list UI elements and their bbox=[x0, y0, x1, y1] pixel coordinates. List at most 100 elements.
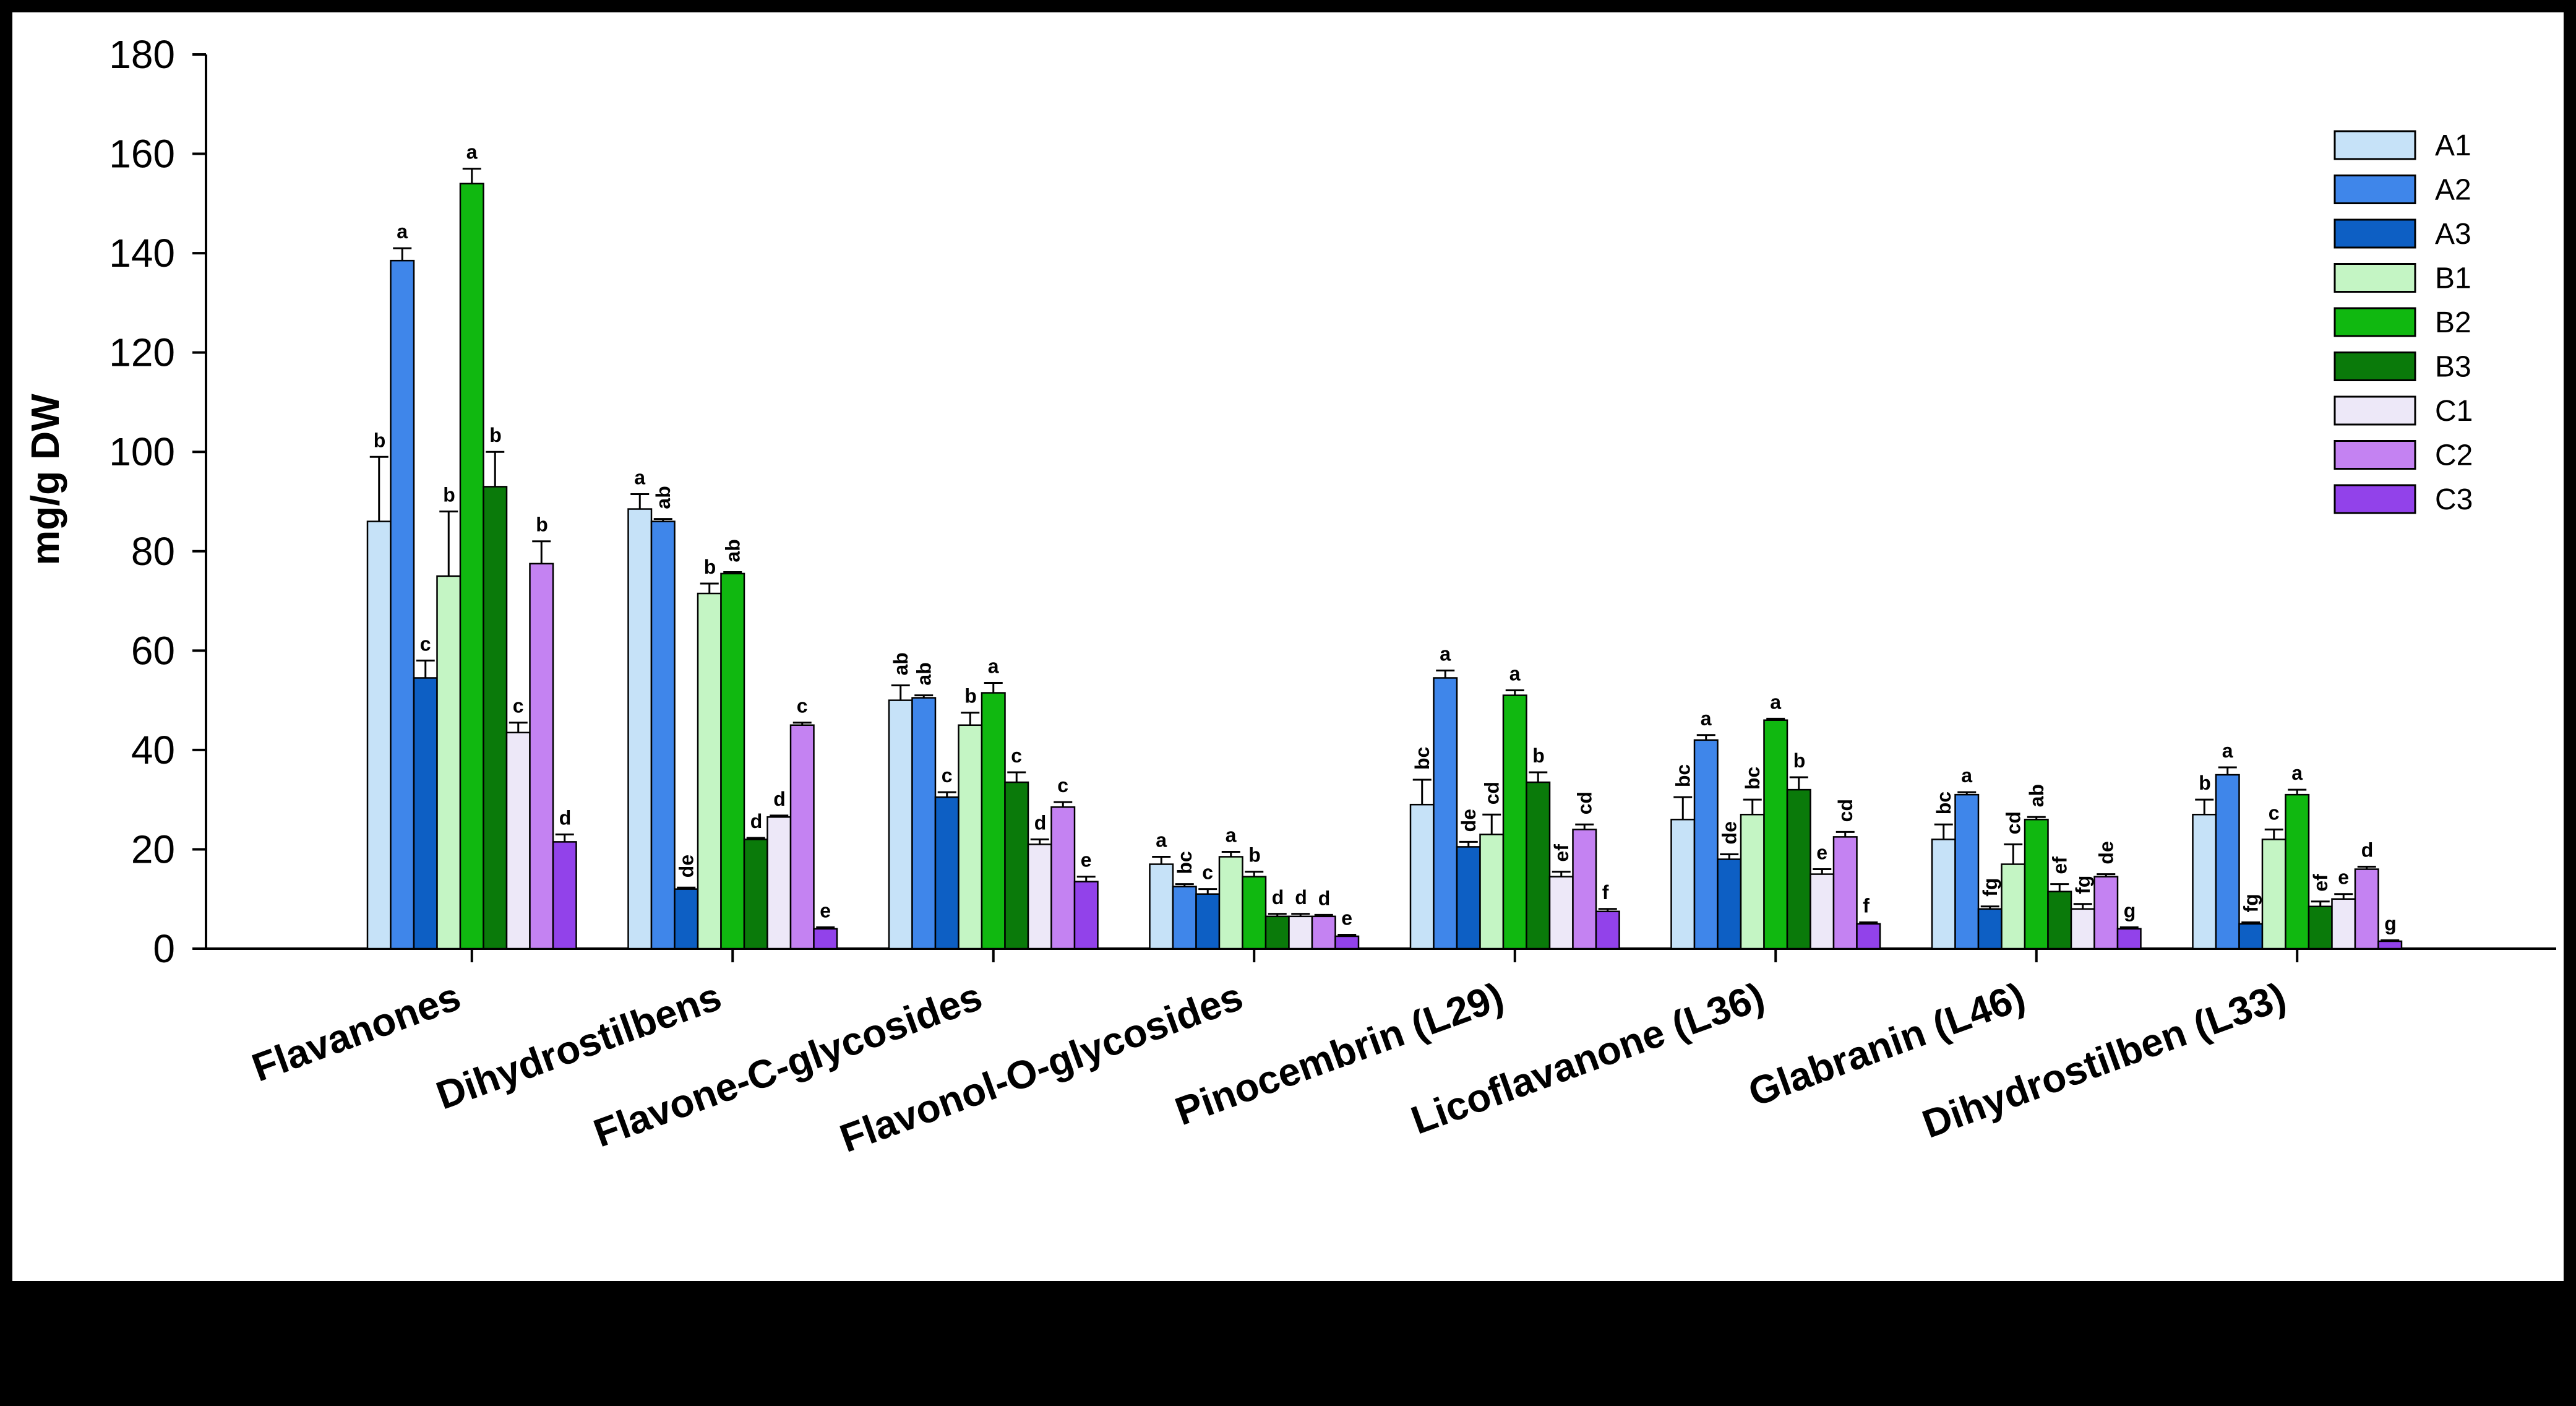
significance-label: d bbox=[559, 806, 572, 829]
legend-label: A3 bbox=[2435, 218, 2471, 251]
significance-label: bc bbox=[1174, 851, 1196, 874]
y-tick-label: 40 bbox=[131, 728, 175, 772]
y-tick-label: 20 bbox=[131, 827, 175, 871]
significance-label: a bbox=[1770, 691, 1781, 713]
bar bbox=[1456, 846, 1481, 950]
bar bbox=[1502, 694, 1527, 950]
significance-label: d bbox=[1318, 887, 1331, 909]
bar bbox=[552, 841, 577, 950]
bar bbox=[390, 259, 415, 950]
significance-label: de bbox=[2095, 841, 2117, 864]
significance-label: a bbox=[1701, 707, 1712, 730]
bar bbox=[1172, 886, 1197, 950]
significance-label: b bbox=[443, 484, 455, 506]
bar bbox=[2047, 891, 2072, 950]
significance-label: b bbox=[1248, 844, 1261, 866]
bar bbox=[1479, 834, 1505, 950]
significance-label: ab bbox=[890, 652, 912, 675]
y-tick-label: 120 bbox=[109, 330, 175, 375]
bar bbox=[1954, 793, 1980, 950]
bar bbox=[529, 563, 554, 950]
bar bbox=[1073, 881, 1099, 950]
bar bbox=[1218, 856, 1243, 950]
bar bbox=[697, 592, 722, 950]
legend-label: B1 bbox=[2435, 262, 2471, 295]
significance-label: b bbox=[1793, 749, 1806, 772]
significance-label: e bbox=[2338, 866, 2349, 889]
y-tick-label: 100 bbox=[109, 429, 175, 474]
significance-label: d bbox=[773, 788, 786, 810]
legend-label: B3 bbox=[2435, 351, 2471, 384]
significance-label: a bbox=[988, 655, 999, 678]
bar bbox=[958, 724, 983, 950]
significance-label: b bbox=[2199, 772, 2211, 794]
y-tick-label: 180 bbox=[109, 32, 175, 77]
bar bbox=[1693, 739, 1719, 950]
significance-label: fg bbox=[1979, 878, 2001, 897]
significance-label: cd bbox=[1573, 791, 1595, 814]
significance-label: c bbox=[1011, 744, 1022, 767]
significance-label: bc bbox=[1411, 747, 1433, 770]
significance-label: d bbox=[2361, 839, 2374, 861]
significance-label: e bbox=[1081, 849, 1092, 871]
significance-label: c bbox=[942, 764, 953, 787]
legend-swatch bbox=[2333, 484, 2416, 514]
y-axis-title: mg/g DW bbox=[23, 394, 67, 566]
legend-label: C1 bbox=[2435, 395, 2473, 428]
y-tick-label: 80 bbox=[131, 529, 175, 574]
y-tick-label: 160 bbox=[109, 132, 175, 176]
significance-label: e bbox=[1816, 842, 1827, 864]
bar bbox=[1595, 910, 1620, 950]
y-tick-label: 60 bbox=[131, 628, 175, 673]
bar bbox=[981, 692, 1006, 950]
y-tick-label: 0 bbox=[153, 926, 175, 971]
significance-label: c bbox=[420, 632, 431, 655]
significance-label: b bbox=[1532, 744, 1545, 767]
bar bbox=[1740, 814, 1765, 950]
significance-label: fg bbox=[2239, 894, 2262, 912]
significance-label: e bbox=[1341, 907, 1352, 929]
significance-label: ab bbox=[652, 486, 674, 509]
legend: A1 A2 A3 B1 B2 B3 C1 C2 C3 bbox=[2333, 129, 2473, 516]
significance-label: c bbox=[797, 695, 808, 717]
bar bbox=[2354, 868, 2379, 950]
significance-label: ab bbox=[2025, 784, 2048, 807]
legend-label: C3 bbox=[2435, 483, 2473, 516]
significance-label: cd bbox=[1834, 799, 1857, 822]
bar bbox=[2377, 940, 2403, 950]
bar bbox=[674, 888, 699, 950]
bar bbox=[1670, 819, 1696, 950]
bar bbox=[888, 699, 913, 950]
significance-label: ef bbox=[2048, 856, 2071, 874]
bar bbox=[1149, 863, 1174, 950]
significance-label: a bbox=[1961, 764, 1972, 787]
bar bbox=[813, 928, 838, 950]
bar bbox=[934, 796, 960, 950]
significance-label: f bbox=[1863, 894, 1870, 916]
significance-label: b bbox=[964, 685, 977, 707]
significance-label: a bbox=[2222, 740, 2233, 762]
legend-swatch bbox=[2333, 218, 2416, 249]
bar bbox=[1409, 803, 1435, 950]
legend-swatch bbox=[2333, 352, 2416, 381]
significance-label: cd bbox=[2002, 811, 2024, 834]
significance-label: ef bbox=[2309, 874, 2332, 892]
significance-label: d bbox=[750, 810, 763, 832]
significance-label: bc bbox=[1741, 767, 1764, 790]
y-tick-label: 140 bbox=[109, 231, 175, 275]
bar bbox=[789, 724, 815, 950]
significance-label: e bbox=[820, 899, 831, 921]
bar bbox=[1242, 876, 1267, 950]
significance-label: de bbox=[1458, 809, 1480, 832]
significance-label: ef bbox=[1550, 844, 1573, 862]
bar bbox=[2116, 928, 2142, 950]
bar bbox=[436, 575, 462, 950]
legend-label: B2 bbox=[2435, 306, 2471, 339]
bar bbox=[1526, 781, 1551, 950]
significance-label: b bbox=[374, 429, 386, 451]
significance-label: c bbox=[2269, 801, 2280, 824]
significance-label: a bbox=[397, 220, 408, 243]
bar bbox=[1027, 843, 1052, 950]
significance-label: c bbox=[1057, 774, 1068, 796]
